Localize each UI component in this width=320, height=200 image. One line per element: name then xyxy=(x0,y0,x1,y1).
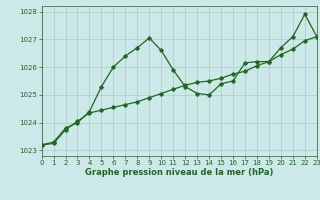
X-axis label: Graphe pression niveau de la mer (hPa): Graphe pression niveau de la mer (hPa) xyxy=(85,168,273,177)
